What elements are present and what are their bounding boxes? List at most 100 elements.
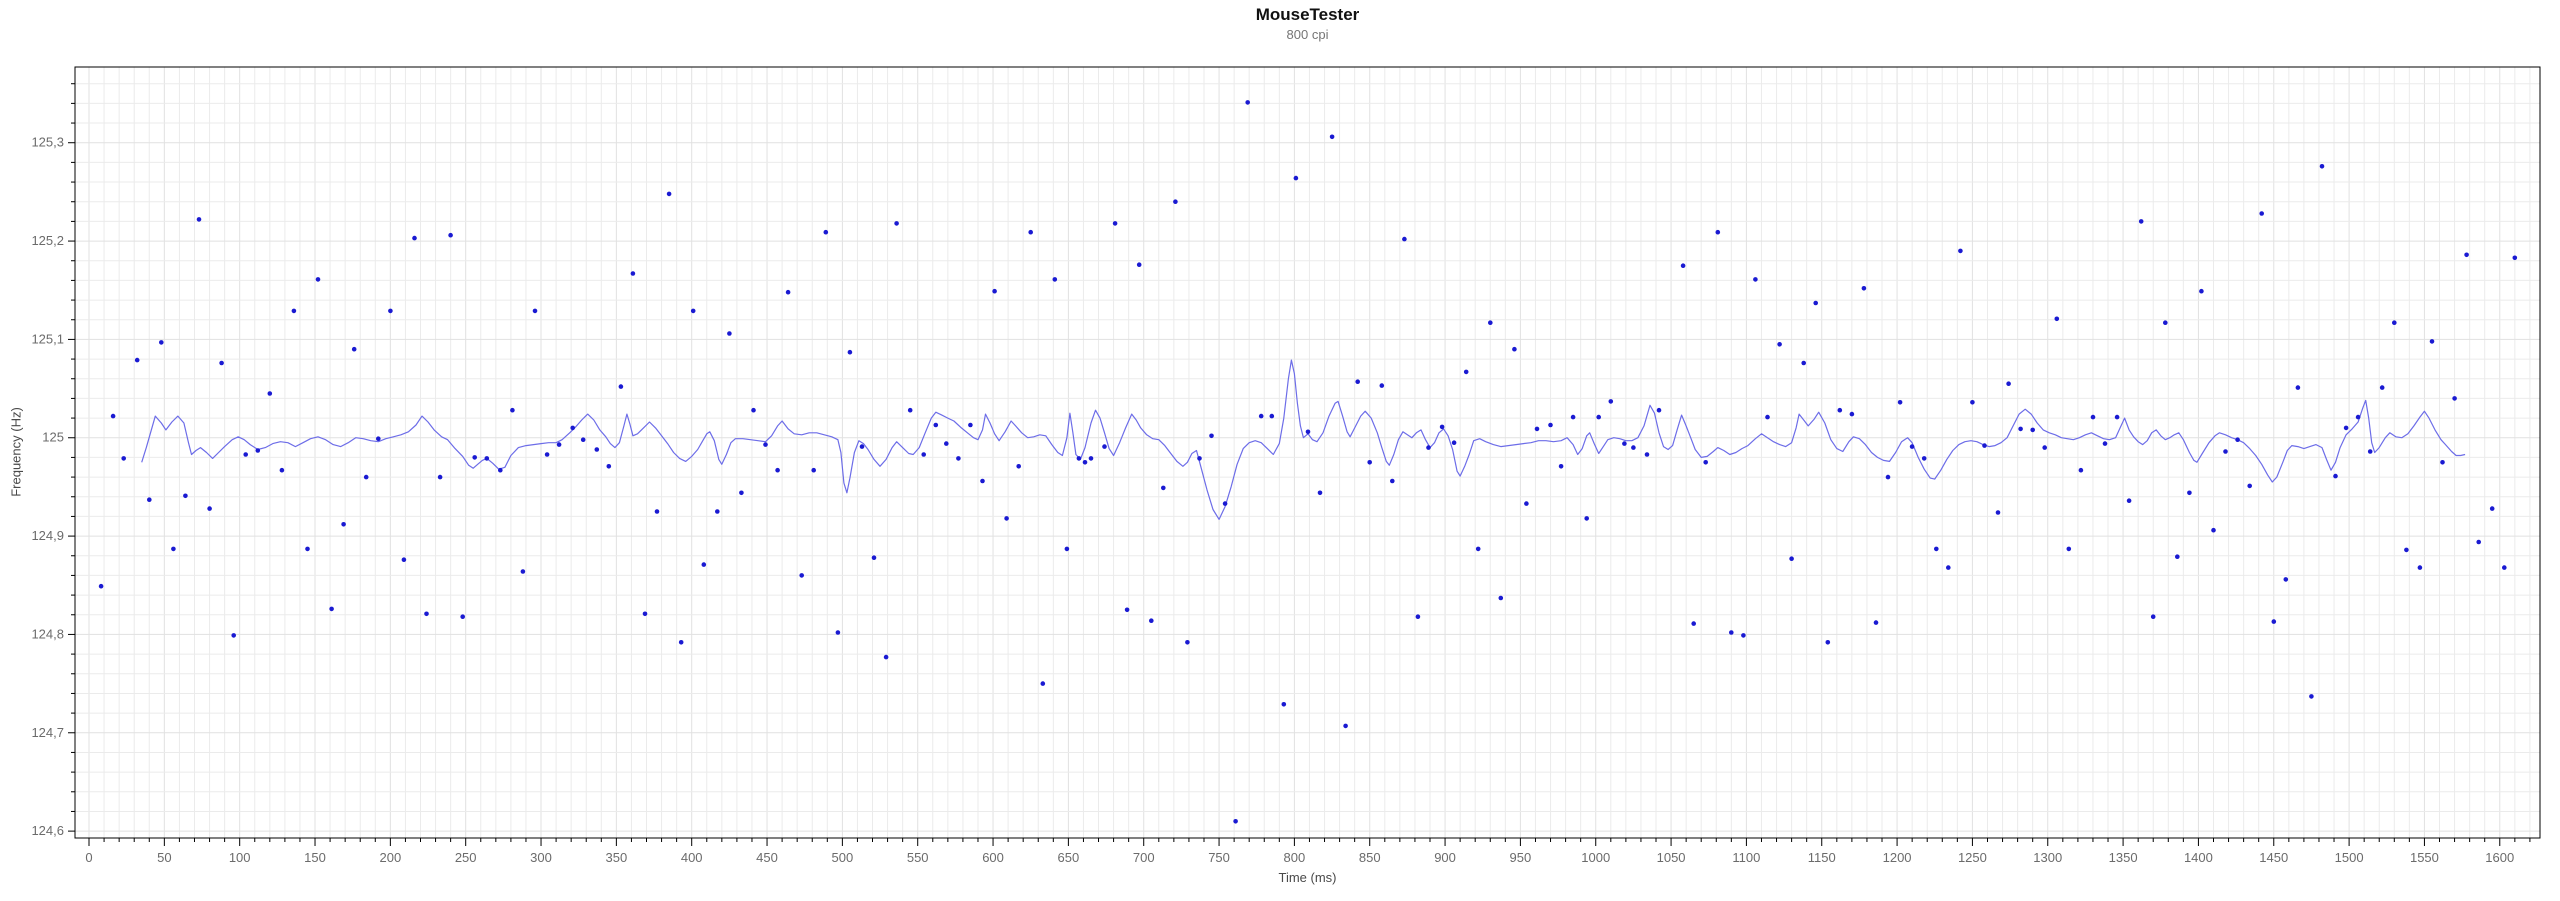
x-tick-label: 800	[1284, 850, 1306, 865]
frequency-sample-dot	[1680, 263, 1686, 269]
x-tick-label: 1450	[2259, 850, 2288, 865]
frequency-sample-dot	[1584, 516, 1589, 521]
frequency-sample-dot	[1281, 702, 1287, 707]
frequency-sample-dot	[751, 407, 756, 413]
frequency-sample-dot	[956, 456, 961, 461]
frequency-sample-dot	[363, 474, 369, 480]
frequency-sample-dot	[823, 229, 829, 235]
x-tick-label: 1300	[2033, 850, 2062, 865]
frequency-sample-dot	[2271, 619, 2277, 624]
frequency-sample-dot	[1849, 411, 1855, 417]
frequency-sample-dot	[785, 289, 791, 295]
x-axis-label: Time (ms)	[1278, 870, 1337, 885]
frequency-sample-dot	[2163, 320, 2168, 326]
x-tick-label: 250	[455, 850, 477, 865]
frequency-sample-dot	[1741, 633, 1746, 638]
frequency-sample-dot	[1958, 248, 1963, 254]
data-layer	[98, 100, 2518, 824]
frequency-sample-dot	[1753, 277, 1758, 282]
frequency-sample-dot	[1245, 100, 1250, 105]
frequency-sample-dot	[2319, 164, 2325, 169]
y-tick-label: 125	[42, 430, 64, 445]
frequency-sample-dot	[1329, 134, 1335, 140]
frequency-sample-dot	[388, 308, 393, 314]
frequency-sample-dot	[1426, 445, 1431, 450]
frequency-sample-dot	[2138, 219, 2144, 224]
frequency-sample-dot	[1269, 413, 1275, 419]
x-tick-label: 950	[1510, 850, 1532, 865]
y-tick-label: 124,9	[31, 528, 64, 543]
y-tick-label: 125,3	[31, 135, 64, 150]
frequency-sample-dot	[1703, 460, 1708, 465]
frequency-sample-dot	[207, 506, 212, 511]
frequency-sample-dot	[1873, 620, 1879, 625]
frequency-sample-dot	[255, 448, 261, 453]
frequency-sample-dot	[2476, 539, 2481, 545]
x-tick-label: 300	[530, 850, 552, 865]
frequency-sample-dot	[1498, 595, 1504, 601]
x-tick-label: 0	[85, 850, 92, 865]
frequency-sample-dot	[1558, 464, 1564, 469]
chart-title: MouseTester	[1255, 5, 1360, 24]
frequency-sample-dot	[2042, 445, 2047, 450]
frequency-sample-dot	[921, 452, 926, 457]
frequency-sample-dot	[1088, 456, 1094, 461]
frequency-sample-dot	[1197, 456, 1202, 461]
frequency-sample-dot	[1801, 360, 1806, 366]
frequency-sample-dot	[110, 413, 116, 419]
frequency-sample-dot	[412, 235, 417, 241]
frequency-sample-dot	[2247, 483, 2252, 489]
frequency-sample-dot	[1439, 424, 1445, 430]
frequency-sample-dot	[1715, 229, 1721, 235]
frequency-sample-dot	[642, 611, 648, 617]
frequency-sample-dot	[424, 611, 429, 617]
frequency-sample-dot	[2417, 565, 2423, 570]
frequency-sample-dot	[1897, 400, 1903, 405]
frequency-sample-dot	[2066, 546, 2072, 552]
frequency-sample-dot	[1608, 399, 1614, 404]
frequency-sample-dot	[2223, 449, 2228, 454]
frequency-sample-dot	[1390, 478, 1395, 484]
frequency-sample-dot	[580, 437, 586, 443]
frequency-sample-dot	[2295, 385, 2301, 390]
frequency-sample-dot	[666, 191, 672, 197]
frequency-sample-dot	[1644, 452, 1650, 457]
x-tick-label: 1250	[1958, 850, 1987, 865]
frequency-sample-dot	[1765, 414, 1770, 420]
frequency-sample-dot	[1082, 460, 1088, 465]
frequency-sample-dot	[2367, 449, 2373, 454]
frequency-sample-dot	[267, 391, 273, 396]
frequency-sample-dot	[1305, 429, 1311, 435]
grid-lines	[75, 67, 2540, 838]
x-tick-label: 450	[756, 850, 778, 865]
x-tick-label: 850	[1359, 850, 1381, 865]
frequency-sample-dot	[305, 546, 310, 552]
frequency-sample-dot	[1293, 175, 1299, 181]
frequency-sample-dot	[1946, 565, 1951, 570]
frequency-sample-dot	[498, 467, 503, 473]
x-tick-label: 1050	[1657, 850, 1686, 865]
frequency-sample-dot	[871, 555, 877, 560]
frequency-sample-dot	[859, 444, 865, 449]
frequency-sample-dot	[2392, 320, 2397, 326]
frequency-sample-dot	[763, 442, 768, 447]
frequency-sample-dot	[1402, 236, 1407, 242]
frequency-sample-dot	[1909, 444, 1915, 449]
frequency-sample-dot	[1028, 229, 1033, 235]
frequency-sample-dot	[907, 407, 913, 413]
x-tick-label: 900	[1434, 850, 1456, 865]
frequency-sample-dot	[2054, 316, 2060, 322]
x-tick-label: 350	[606, 850, 628, 865]
frequency-sample-dot	[1016, 464, 1021, 469]
frequency-sample-dot	[231, 633, 236, 638]
frequency-sample-dot	[1463, 369, 1469, 375]
frequency-sample-dot	[437, 474, 443, 480]
frequency-sample-dot	[1970, 400, 1975, 405]
y-axis-label: Frequency (Hz)	[8, 407, 24, 497]
frequency-sample-dot	[1789, 556, 1794, 561]
frequency-sample-dot	[401, 557, 407, 562]
y-tick-label: 125,2	[31, 233, 64, 248]
y-tick-label: 125,1	[31, 331, 64, 346]
frequency-sample-dot	[121, 456, 126, 461]
frequency-sample-dot	[1570, 414, 1576, 420]
